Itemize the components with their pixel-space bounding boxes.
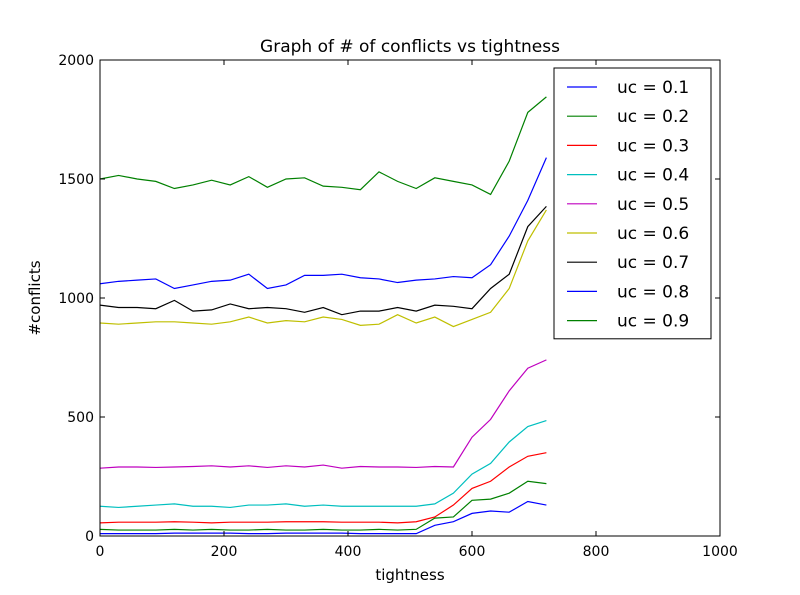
series-line-6 [99,209,547,328]
series-line-4 [99,419,547,509]
legend-label: uc = 0.9 [617,312,689,332]
legend-label: uc = 0.1 [617,78,689,98]
series-line-9 [99,96,547,196]
legend-label: uc = 0.5 [617,195,689,215]
series-line-8 [99,157,547,290]
series-line-1 [100,500,547,535]
legend-label: uc = 0.2 [617,107,689,127]
series-lines [99,96,547,535]
legend-label: uc = 0.3 [617,136,689,156]
legend: uc = 0.1 uc = 0.2 uc = 0.3 uc = 0.4 uc = 0.5… [553,67,712,340]
y-tick-label: 500 [67,410,94,426]
chart-title: Graph of # of conflicts vs tightness [260,37,560,57]
y-tick-label: 0 [85,529,94,545]
series-line-2 [99,480,547,531]
series-line-7 [99,205,547,316]
y-axis-label: #conflicts [26,260,44,335]
axis-ticks: 0 200 400 600 800 1000 0 500 1000 1500 2000 [58,53,737,560]
y-tick-label: 1000 [58,291,94,307]
x-tick-label: 200 [211,544,238,560]
series-line-3 [99,452,547,524]
x-tick-label: 600 [459,544,486,560]
x-tick-label: 0 [96,544,105,560]
x-axis-label: tightness [375,566,445,584]
x-tick-label: 800 [583,544,610,560]
legend-label: uc = 0.7 [617,253,689,273]
legend-label: uc = 0.8 [617,282,689,302]
series-line-5 [99,359,547,469]
y-tick-label: 2000 [58,53,94,69]
legend-label: uc = 0.4 [617,166,689,186]
x-tick-label: 1000 [702,544,738,560]
legend-label: uc = 0.6 [617,224,689,244]
x-tick-label: 400 [335,544,362,560]
y-tick-label: 1500 [58,172,94,188]
